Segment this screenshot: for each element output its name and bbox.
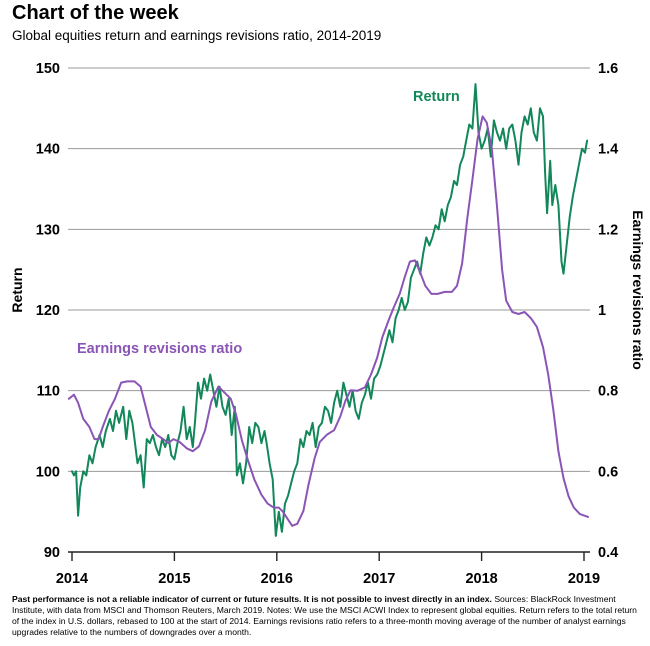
y-tick-left-150: 150 [36, 61, 60, 77]
y-tick-left-100: 100 [36, 464, 60, 480]
x-axis-ticks: 2014 2015 2016 2017 2018 2019 [56, 552, 600, 587]
page-title: Chart of the week [12, 2, 179, 24]
series-line-return [71, 83, 589, 537]
y-tick-right-1.6: 1.6 [598, 61, 618, 77]
y-tick-right-1.2: 1.2 [598, 222, 618, 238]
y-axis-left-label: Return [9, 267, 25, 312]
y-axis-right-label: Earnings revisions ratio [630, 210, 646, 370]
y-tick-left-90: 90 [44, 545, 60, 561]
y-tick-right-0.8: 0.8 [598, 384, 618, 400]
chart-subtitle: Global equities return and earnings revi… [12, 28, 382, 43]
y-tick-left-140: 140 [36, 142, 60, 158]
y-tick-right-1.4: 1.4 [598, 142, 618, 158]
series-label-earnings: Earnings revisions ratio [77, 341, 242, 357]
x-tick-2014: 2014 [56, 571, 88, 587]
y-tick-right-1: 1 [598, 303, 606, 319]
series-labels: Return Earnings revisions ratio [77, 89, 460, 357]
y-tick-right-0.6: 0.6 [598, 464, 618, 480]
footnote-disclaimer: Past performance is not a reliable indic… [12, 594, 492, 604]
x-tick-2015: 2015 [158, 571, 190, 587]
x-tick-2018: 2018 [465, 571, 497, 587]
y-tick-left-120: 120 [36, 303, 60, 319]
y-axis-right-ticks: 0.4 0.6 0.8 1 1.2 1.4 1.6 [598, 61, 618, 561]
footnote: Past performance is not a reliable indic… [12, 594, 642, 638]
y-tick-right-0.4: 0.4 [598, 545, 618, 561]
series-line-earnings-revisions [67, 115, 590, 527]
y-tick-left-130: 130 [36, 222, 60, 238]
y-axis-left-ticks: 90 100 110 120 130 140 150 [36, 61, 60, 561]
series-label-return: Return [413, 89, 460, 105]
x-tick-2016: 2016 [261, 571, 293, 587]
gridlines [68, 67, 590, 553]
footnote-sources: Sources: BlackRock Investment Institute,… [12, 594, 637, 637]
series-lines [67, 83, 590, 537]
x-tick-2019: 2019 [568, 571, 600, 587]
y-tick-left-110: 110 [37, 384, 60, 400]
chart-plot: 90 100 110 120 130 140 150 0.4 0.6 0.8 1 1.2 1.4 1.6… [9, 61, 646, 587]
x-tick-2017: 2017 [363, 571, 395, 587]
